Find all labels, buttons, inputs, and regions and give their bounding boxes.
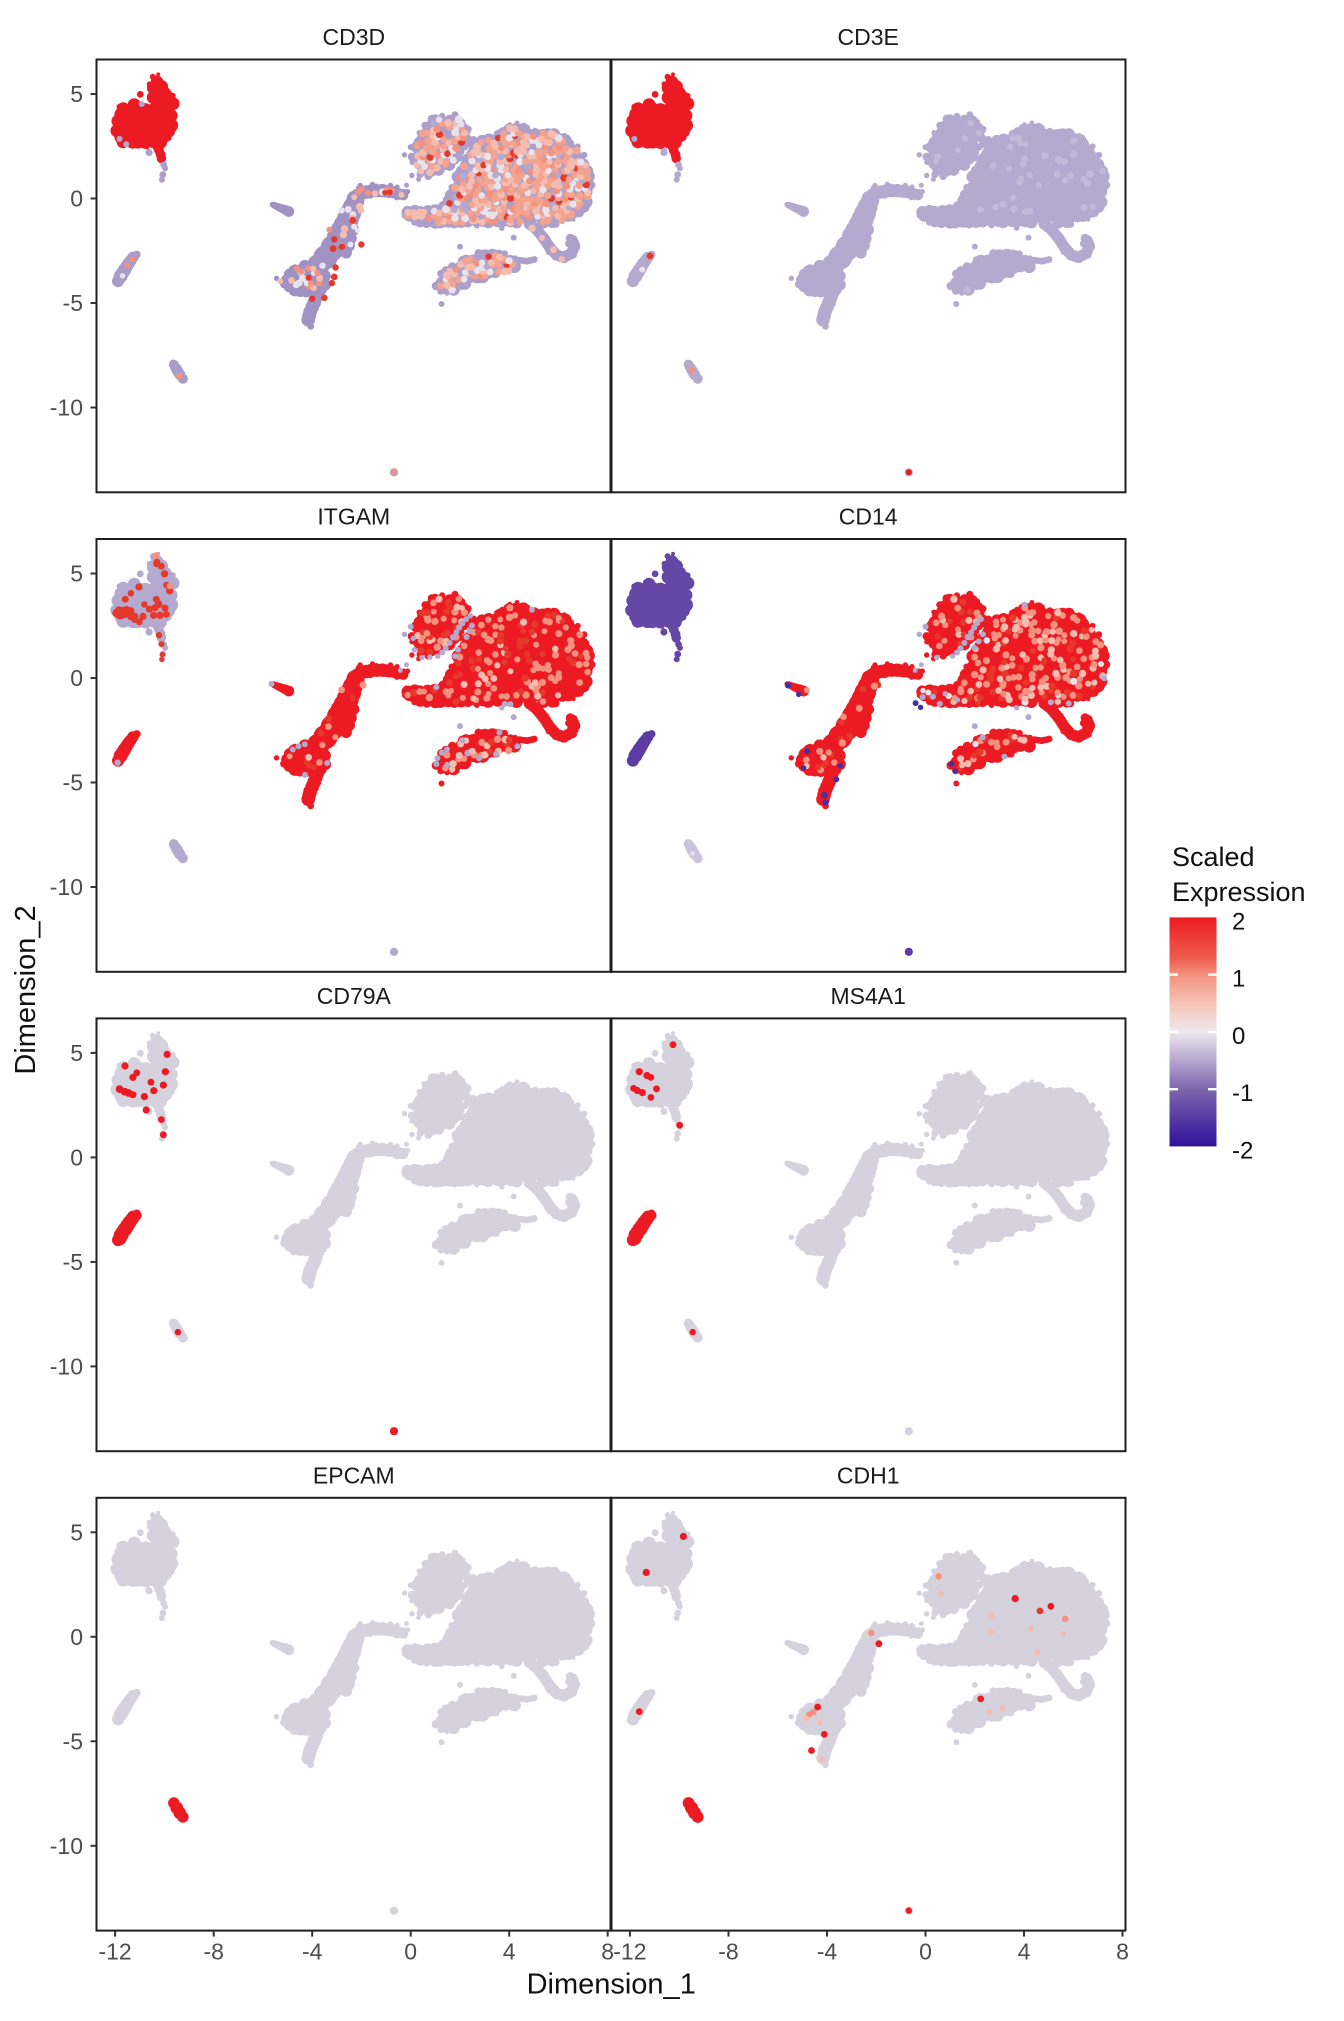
svg-text:-5: -5 bbox=[63, 1249, 83, 1275]
svg-text:-4: -4 bbox=[302, 1939, 323, 1965]
svg-text:-10: -10 bbox=[50, 874, 83, 900]
svg-text:0: 0 bbox=[70, 1624, 83, 1650]
svg-text:5: 5 bbox=[70, 1040, 83, 1066]
svg-text:-5: -5 bbox=[63, 1728, 83, 1754]
svg-text:8: 8 bbox=[1116, 1939, 1129, 1965]
svg-text:-8: -8 bbox=[718, 1939, 738, 1965]
svg-text:CDH1: CDH1 bbox=[837, 1462, 900, 1488]
svg-text:-2: -2 bbox=[1232, 1137, 1253, 1164]
svg-text:5: 5 bbox=[70, 81, 83, 107]
svg-text:-12: -12 bbox=[98, 1939, 131, 1965]
svg-text:-4: -4 bbox=[817, 1939, 838, 1965]
svg-text:0: 0 bbox=[70, 665, 83, 691]
svg-text:CD3E: CD3E bbox=[838, 24, 899, 50]
svg-text:4: 4 bbox=[503, 1939, 516, 1965]
svg-text:Dimension_2: Dimension_2 bbox=[10, 905, 42, 1074]
svg-text:Expression: Expression bbox=[1172, 877, 1306, 907]
svg-text:0: 0 bbox=[1232, 1023, 1245, 1050]
svg-text:0: 0 bbox=[70, 186, 83, 212]
svg-text:1: 1 bbox=[1232, 966, 1245, 993]
svg-text:CD14: CD14 bbox=[839, 504, 898, 530]
svg-text:2: 2 bbox=[1232, 908, 1245, 935]
svg-text:0: 0 bbox=[70, 1144, 83, 1170]
svg-text:5: 5 bbox=[70, 561, 83, 587]
svg-text:0: 0 bbox=[919, 1939, 932, 1965]
svg-text:4: 4 bbox=[1018, 1939, 1031, 1965]
svg-text:-12: -12 bbox=[613, 1939, 646, 1965]
svg-text:-5: -5 bbox=[63, 290, 83, 316]
svg-text:-10: -10 bbox=[50, 1833, 83, 1859]
svg-text:-8: -8 bbox=[203, 1939, 223, 1965]
svg-text:-10: -10 bbox=[50, 1353, 83, 1379]
svg-text:-1: -1 bbox=[1232, 1080, 1253, 1107]
svg-text:-5: -5 bbox=[63, 770, 83, 796]
svg-text:5: 5 bbox=[70, 1519, 83, 1545]
svg-text:Dimension_1: Dimension_1 bbox=[527, 1969, 696, 2001]
svg-text:Scaled: Scaled bbox=[1172, 842, 1255, 872]
svg-text:CD3D: CD3D bbox=[322, 24, 385, 50]
svg-text:MS4A1: MS4A1 bbox=[830, 983, 905, 1009]
svg-text:0: 0 bbox=[404, 1939, 417, 1965]
svg-text:ITGAM: ITGAM bbox=[317, 504, 390, 530]
svg-text:8: 8 bbox=[601, 1939, 614, 1965]
svg-text:CD79A: CD79A bbox=[317, 983, 392, 1009]
svg-text:EPCAM: EPCAM bbox=[313, 1462, 395, 1488]
svg-text:-10: -10 bbox=[50, 395, 83, 421]
